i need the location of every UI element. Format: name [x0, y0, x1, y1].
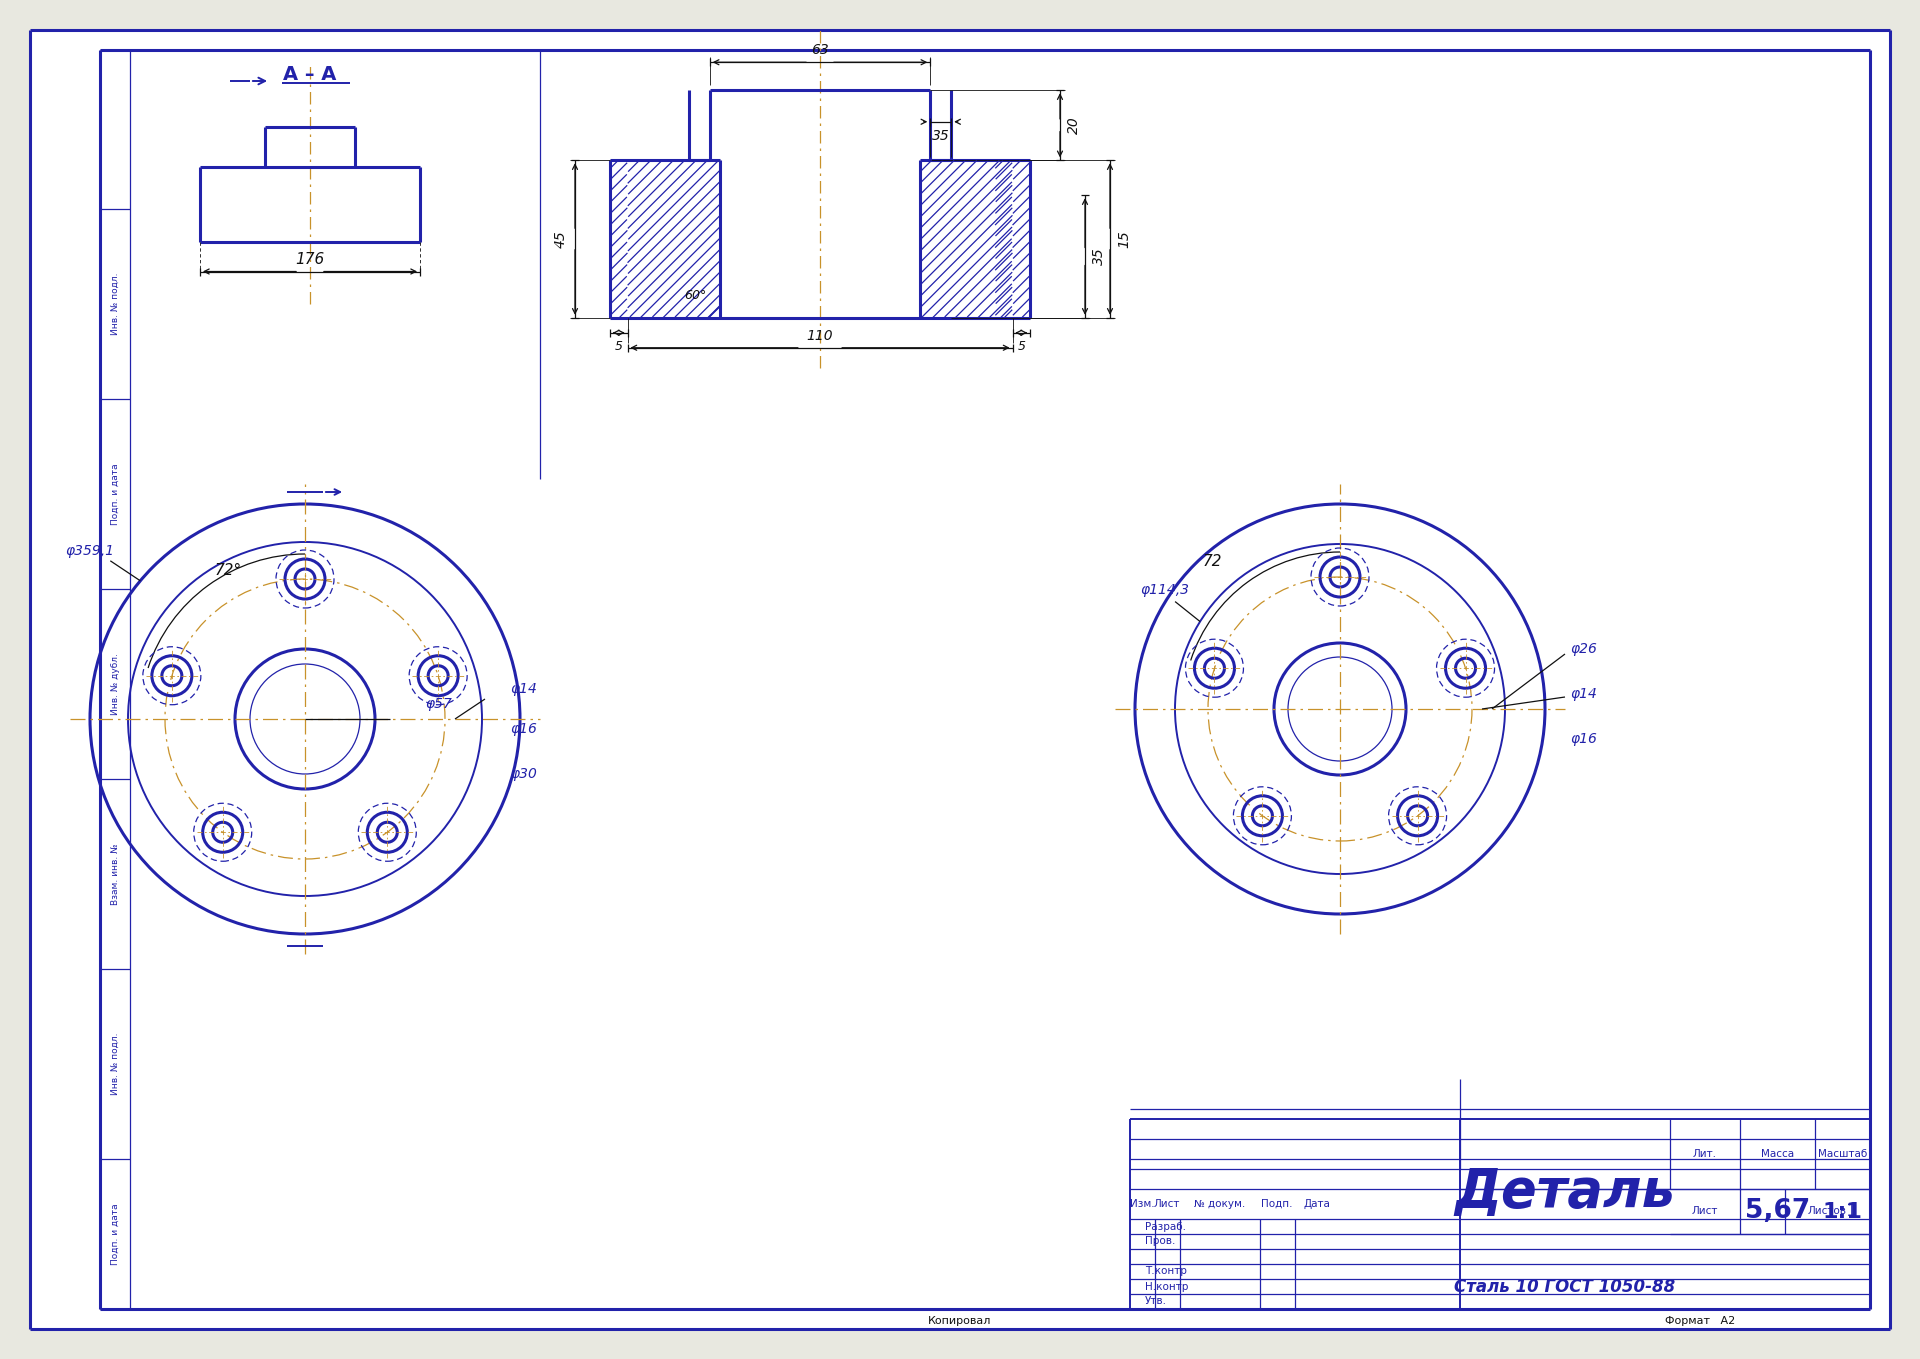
Text: φ30: φ30	[511, 766, 538, 781]
Text: 5: 5	[1018, 340, 1025, 353]
Text: φ14: φ14	[1571, 688, 1597, 701]
Text: 60°: 60°	[684, 289, 707, 302]
Text: Взам. инв. №: Взам. инв. №	[111, 843, 119, 905]
Text: Лист: Лист	[1154, 1199, 1181, 1210]
Text: Деталь: Деталь	[1455, 1166, 1676, 1218]
Text: 5,67: 5,67	[1745, 1199, 1811, 1224]
Text: Копировал: Копировал	[927, 1316, 993, 1326]
Text: Инв. № дубл.: Инв. № дубл.	[111, 654, 119, 715]
Text: 35: 35	[1092, 247, 1106, 265]
Text: φ359,1: φ359,1	[65, 544, 115, 557]
Text: 176: 176	[296, 251, 324, 266]
Text: Изм.: Изм.	[1129, 1199, 1154, 1210]
Text: 1:1: 1:1	[1822, 1201, 1862, 1222]
Text: № докум.: № докум.	[1194, 1199, 1246, 1210]
Text: Инв. № подл.: Инв. № подл.	[111, 273, 119, 336]
Text: 45: 45	[555, 230, 568, 247]
Text: φ26: φ26	[1571, 641, 1597, 656]
Text: Подп. и дата: Подп. и дата	[111, 1203, 119, 1265]
Text: Инв. № подл.: Инв. № подл.	[111, 1033, 119, 1095]
Text: φ57: φ57	[424, 697, 451, 711]
Text: φ16: φ16	[1571, 733, 1597, 746]
Text: 15: 15	[1117, 230, 1131, 247]
Text: Листов: Листов	[1809, 1207, 1847, 1216]
Text: Масштаб: Масштаб	[1818, 1148, 1866, 1159]
Text: Формат   A2: Формат A2	[1665, 1316, 1736, 1326]
Text: 72°: 72°	[215, 563, 242, 578]
Text: Н.контр: Н.контр	[1144, 1282, 1188, 1291]
Text: Дата: Дата	[1304, 1199, 1331, 1210]
Text: Утв.: Утв.	[1144, 1296, 1167, 1306]
Text: φ114,3: φ114,3	[1140, 583, 1190, 597]
Text: Лист: Лист	[1692, 1207, 1718, 1216]
Text: 20: 20	[1068, 117, 1081, 135]
Text: Лит.: Лит.	[1693, 1148, 1716, 1159]
Text: 5: 5	[614, 340, 622, 353]
Text: 1: 1	[1847, 1203, 1859, 1220]
Text: Т.контр: Т.контр	[1144, 1267, 1187, 1276]
Text: φ16: φ16	[511, 722, 538, 737]
Text: Пров.: Пров.	[1144, 1237, 1175, 1246]
Text: А – А: А – А	[284, 65, 336, 84]
Text: Разраб.: Разраб.	[1144, 1222, 1187, 1231]
Text: Масса: Масса	[1761, 1148, 1793, 1159]
Text: φ14: φ14	[511, 682, 538, 696]
Text: Сталь 10 ГОСТ 1050-88: Сталь 10 ГОСТ 1050-88	[1453, 1277, 1676, 1295]
Text: 63: 63	[810, 43, 829, 57]
Text: 35: 35	[931, 129, 950, 143]
Text: Подп. и дата: Подп. и дата	[111, 463, 119, 525]
Text: 72: 72	[1204, 554, 1223, 569]
Text: Подп.: Подп.	[1261, 1199, 1292, 1210]
Text: 110: 110	[806, 329, 833, 342]
